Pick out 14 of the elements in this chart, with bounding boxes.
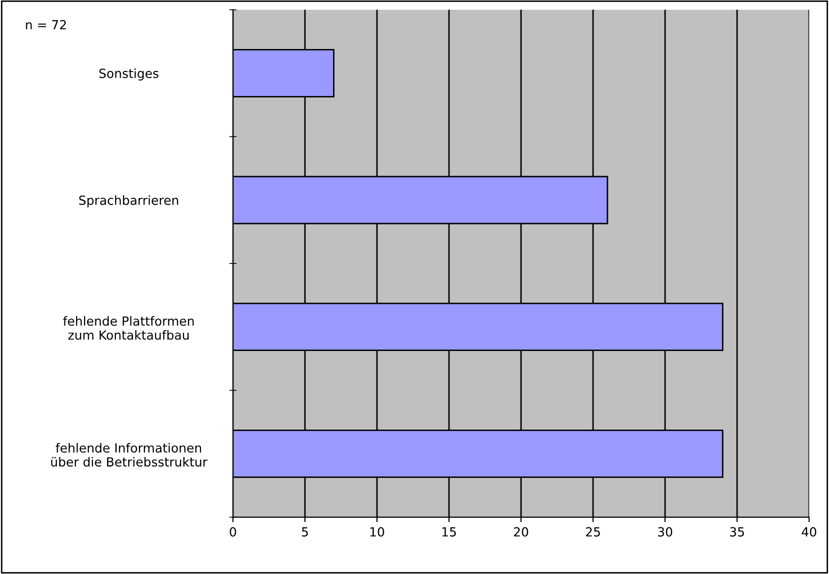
x-tick-label: 10: [370, 527, 384, 537]
x-tick-label: 30: [658, 527, 672, 537]
y-tick-label: Sonstiges: [99, 68, 158, 81]
x-tick-label: 5: [302, 527, 308, 537]
x-tick-label: 25: [586, 527, 600, 537]
x-tick-label: 40: [802, 527, 816, 537]
x-tick-label: 35: [730, 527, 744, 537]
x-tick-label: 15: [442, 527, 456, 537]
y-tick-label: fehlende Informationen über die Betriebsstruktur: [51, 442, 208, 467]
y-tick-label: Sprachbarrieren: [79, 195, 178, 208]
y-tick-label: fehlende Plattformen zum Kontaktaufbau: [63, 316, 194, 340]
text: n = 72: [26, 20, 66, 30]
x-tick-label: 0: [230, 527, 236, 537]
x-tick-label: 20: [514, 527, 528, 537]
